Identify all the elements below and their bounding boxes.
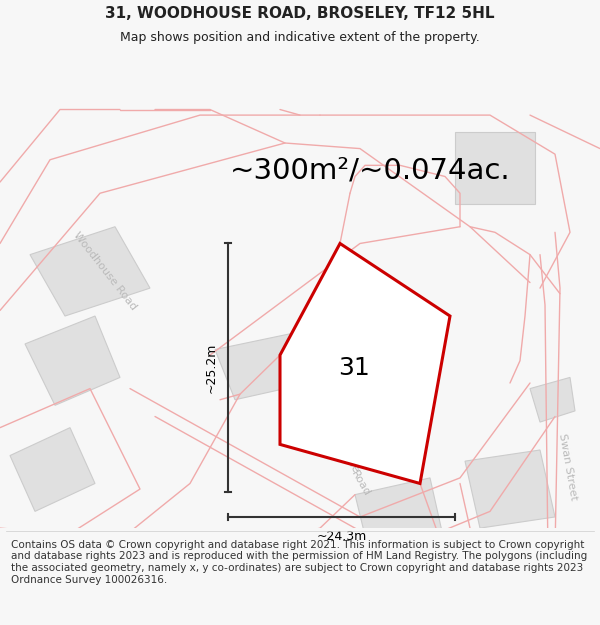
Polygon shape bbox=[30, 227, 150, 316]
Text: Woodhouse Road: Woodhouse Road bbox=[71, 231, 139, 312]
Polygon shape bbox=[465, 450, 555, 528]
Text: Map shows position and indicative extent of the property.: Map shows position and indicative extent… bbox=[120, 31, 480, 44]
Polygon shape bbox=[25, 316, 120, 406]
Text: ~24.3m: ~24.3m bbox=[316, 531, 367, 543]
Polygon shape bbox=[455, 132, 535, 204]
Text: ~25.2m: ~25.2m bbox=[205, 342, 218, 393]
Text: Woodhouse: Woodhouse bbox=[320, 414, 361, 475]
Text: 31, WOODHOUSE ROAD, BROSELEY, TF12 5HL: 31, WOODHOUSE ROAD, BROSELEY, TF12 5HL bbox=[105, 6, 495, 21]
Text: ~300m²/~0.074ac.: ~300m²/~0.074ac. bbox=[230, 157, 511, 185]
Text: Contains OS data © Crown copyright and database right 2021. This information is : Contains OS data © Crown copyright and d… bbox=[11, 540, 587, 584]
Polygon shape bbox=[215, 332, 310, 400]
Text: 31: 31 bbox=[338, 356, 370, 381]
Polygon shape bbox=[355, 478, 445, 556]
Text: Road: Road bbox=[349, 469, 371, 498]
Text: Swan Street: Swan Street bbox=[557, 432, 579, 501]
Polygon shape bbox=[10, 428, 95, 511]
Polygon shape bbox=[280, 244, 450, 484]
Polygon shape bbox=[530, 378, 575, 422]
